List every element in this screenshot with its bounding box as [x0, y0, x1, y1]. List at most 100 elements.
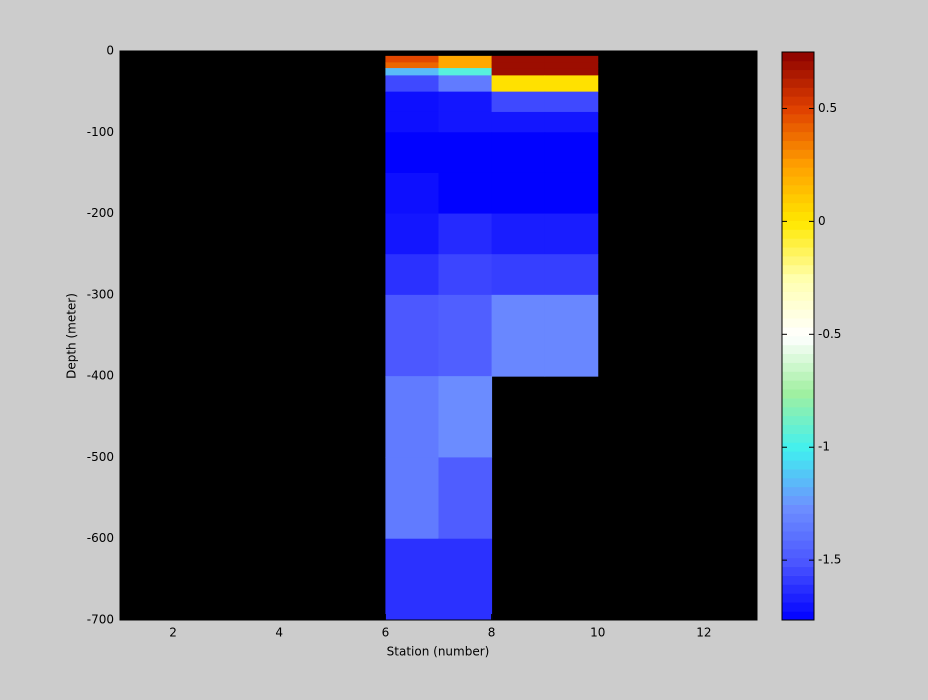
- colorbar-band: [782, 149, 814, 159]
- heatmap-cell: [544, 111, 599, 133]
- heatmap-cell: [438, 75, 493, 93]
- colorbar-band: [782, 566, 814, 576]
- y-tick-label: 0: [106, 44, 114, 58]
- colorbar-band: [782, 291, 814, 301]
- colorbar-band: [782, 256, 814, 266]
- colorbar-band: [782, 105, 814, 115]
- x-axis-label: Station (number): [387, 645, 490, 659]
- colorbar-band: [782, 158, 814, 168]
- colorbar-band: [782, 176, 814, 186]
- colorbar-tick-label: 0.5: [818, 101, 837, 115]
- colorbar-band: [782, 460, 814, 470]
- heatmap-cell: [491, 132, 546, 174]
- colorbar-band: [782, 69, 814, 79]
- heatmap-cell: [544, 68, 599, 76]
- y-tick-label: -600: [87, 531, 114, 545]
- colorbar-band: [782, 415, 814, 426]
- colorbar-band: [782, 87, 814, 97]
- colorbar-band: [782, 433, 814, 443]
- heatmap-cell: [544, 91, 599, 113]
- heatmap-cell: [438, 254, 493, 296]
- colorbar-band: [782, 469, 814, 479]
- colorbar-band: [782, 478, 814, 488]
- colorbar-band: [782, 202, 814, 213]
- heatmap-cell: [385, 172, 439, 215]
- heatmap-cell: [491, 75, 546, 93]
- colorbar-band: [782, 398, 814, 408]
- colorbar-band: [782, 353, 814, 363]
- heatmap-cell: [385, 213, 439, 255]
- colorbar-band: [782, 389, 814, 399]
- colorbar-band: [782, 336, 814, 346]
- heatmap-cell: [438, 132, 493, 174]
- colorbar-tick-label: -1: [818, 440, 830, 454]
- colorbar-band: [782, 247, 814, 257]
- colorbar-band: [782, 309, 814, 319]
- heatmap-cell: [491, 172, 546, 215]
- heatmap-cell: [491, 55, 546, 63]
- heatmap-cell: [544, 172, 599, 215]
- colorbar-band: [782, 344, 814, 355]
- heatmap-cell: [544, 254, 599, 296]
- heatmap-cell: [491, 294, 546, 377]
- heatmap-cell: [385, 91, 439, 113]
- colorbar-frame: [781, 51, 815, 621]
- colorbar-band: [782, 167, 814, 177]
- colorbar-band: [782, 327, 814, 337]
- heatmap-cell: [544, 62, 599, 69]
- heatmap-cell: [438, 68, 493, 76]
- colorbar-band: [782, 123, 814, 133]
- heatmap-cell: [491, 213, 546, 255]
- colorbar-band: [782, 131, 814, 142]
- colorbar-band: [782, 318, 814, 328]
- colorbar-band: [782, 442, 814, 452]
- y-tick-label: -700: [87, 613, 114, 627]
- colorbar-band: [782, 407, 814, 417]
- colorbar-tick-label: -0.5: [818, 327, 841, 341]
- colorbar-band: [782, 60, 814, 71]
- heatmap-cell: [544, 75, 599, 93]
- heatmap-cell: [544, 132, 599, 174]
- colorbar-band: [782, 96, 814, 106]
- colorbar-band: [782, 220, 814, 230]
- colorbar-band: [782, 273, 814, 284]
- heatmap-cell: [385, 294, 439, 377]
- colorbar-band: [782, 486, 814, 497]
- colorbar-band: [782, 52, 814, 62]
- heatmap-cell: [491, 62, 546, 69]
- colorbar-band: [782, 265, 814, 275]
- colorbar-band: [782, 140, 814, 150]
- heatmap-cell: [491, 254, 546, 296]
- y-tick-label: -100: [87, 125, 114, 139]
- colorbar-band: [782, 371, 814, 381]
- y-tick-label: -400: [87, 369, 114, 383]
- heatmap-cell: [385, 62, 439, 69]
- colorbar-band: [782, 229, 814, 239]
- heatmap-cell: [385, 457, 439, 540]
- colorbar-band: [782, 238, 814, 248]
- y-tick-label: -500: [87, 450, 114, 464]
- heatmap-cell: [385, 376, 439, 458]
- colorbar-tick-label: 0: [818, 214, 826, 228]
- colorbar-band: [782, 380, 814, 390]
- heatmap-cell: [438, 538, 493, 621]
- y-tick-label: -200: [87, 206, 114, 220]
- colorbar-band: [782, 185, 814, 195]
- colorbar-band: [782, 584, 814, 594]
- heatmap-cell: [438, 172, 493, 215]
- x-tick-label: 10: [590, 626, 605, 640]
- colorbar-band: [782, 504, 814, 514]
- colorbar-band: [782, 531, 814, 541]
- heatmap-cell: [544, 55, 599, 63]
- colorbar-band: [782, 540, 814, 550]
- colorbar-band: [782, 362, 814, 372]
- heatmap-cell: [385, 68, 439, 76]
- heatmap-cell: [438, 55, 493, 63]
- heatmap-cell: [385, 132, 439, 174]
- colorbar-band: [782, 549, 814, 559]
- heatmap-cell: [438, 111, 493, 133]
- x-tick-label: 4: [275, 626, 283, 640]
- heatmap-cell: [438, 376, 493, 458]
